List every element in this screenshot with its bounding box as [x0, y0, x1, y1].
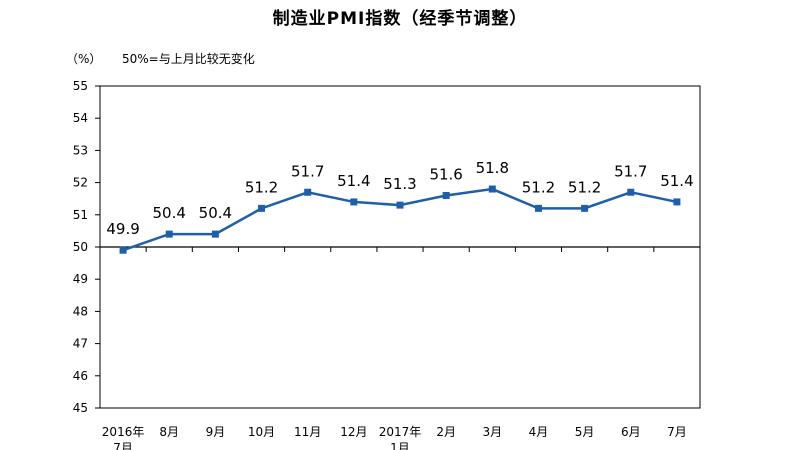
data-label: 51.4 [337, 172, 370, 190]
data-label: 49.9 [106, 220, 139, 238]
x-tick-label: 5月 [575, 425, 595, 439]
data-label: 51.2 [568, 178, 601, 196]
data-label: 51.2 [245, 178, 278, 196]
data-point [627, 188, 635, 196]
y-tick-label: 45 [73, 401, 88, 415]
data-label: 50.4 [153, 204, 186, 222]
x-tick-label: 8月 [159, 425, 179, 439]
data-point [165, 230, 173, 238]
x-tick-label: 12月 [340, 425, 367, 439]
data-label: 51.4 [660, 172, 693, 190]
data-point [350, 198, 358, 206]
y-unit-label: （%） [66, 52, 102, 66]
data-point [581, 204, 589, 212]
x-tick-label: 2016年 7月 [102, 425, 145, 450]
data-point [258, 204, 266, 212]
x-tick-label: 4月 [529, 425, 549, 439]
y-tick-label: 54 [73, 111, 88, 125]
y-tick-label: 46 [73, 369, 88, 383]
y-tick-label: 50 [73, 240, 88, 254]
x-tick-label: 2017年 1月 [379, 425, 422, 450]
data-point [534, 204, 542, 212]
data-point [304, 188, 312, 196]
data-label: 51.2 [522, 178, 555, 196]
data-point [673, 198, 681, 206]
data-point [211, 230, 219, 238]
y-tick-label: 47 [73, 337, 88, 351]
x-tick-label: 7月 [667, 425, 687, 439]
y-tick-label: 48 [73, 304, 88, 318]
chart-title: 制造业PMI指数（经季节调整） [272, 9, 528, 29]
y-tick-label: 53 [73, 143, 88, 157]
data-label: 51.6 [429, 165, 462, 183]
data-label: 51.7 [291, 162, 324, 180]
data-point [488, 185, 496, 193]
x-tick-label: 11月 [294, 425, 321, 439]
data-label: 51.3 [383, 175, 416, 193]
data-point [442, 191, 450, 199]
y-tick-label: 49 [73, 272, 88, 286]
y-tick-label: 51 [73, 208, 88, 222]
x-tick-label: 6月 [621, 425, 641, 439]
x-tick-label: 9月 [206, 425, 226, 439]
data-label: 50.4 [199, 204, 232, 222]
x-tick-label: 3月 [482, 425, 502, 439]
y-tick-label: 55 [73, 79, 88, 93]
data-label: 51.8 [476, 159, 509, 177]
y-tick-label: 52 [73, 176, 88, 190]
data-point [396, 201, 404, 209]
x-tick-label: 10月 [248, 425, 275, 439]
x-tick-label: 2月 [436, 425, 456, 439]
data-label: 51.7 [614, 162, 647, 180]
data-point [119, 246, 127, 254]
reference-note: 50%=与上月比较无变化 [122, 52, 255, 66]
